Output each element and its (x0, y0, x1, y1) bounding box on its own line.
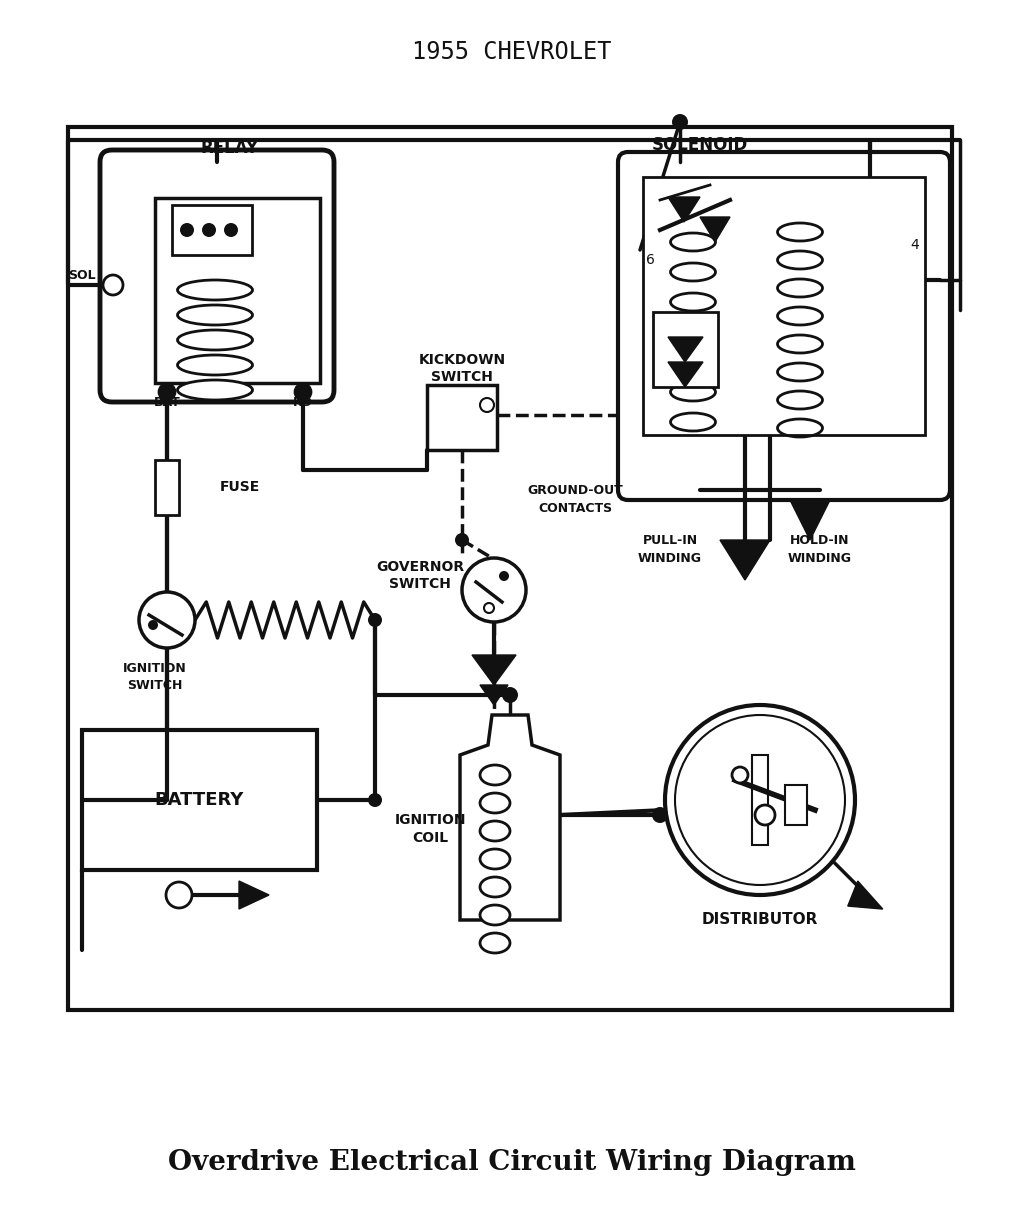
Circle shape (455, 534, 469, 547)
Ellipse shape (480, 905, 510, 926)
FancyBboxPatch shape (100, 150, 334, 402)
Circle shape (224, 223, 238, 237)
Ellipse shape (177, 305, 253, 325)
Bar (155, 198, 321, 383)
Bar (172, 205, 252, 255)
Circle shape (665, 705, 855, 895)
Ellipse shape (480, 821, 510, 841)
Circle shape (368, 792, 382, 807)
Text: 1955 CHEVROLET: 1955 CHEVROLET (413, 40, 611, 63)
Circle shape (755, 805, 775, 825)
Bar (68, 127, 952, 1010)
Ellipse shape (480, 766, 510, 785)
Circle shape (675, 716, 845, 885)
Circle shape (368, 613, 382, 628)
Polygon shape (848, 882, 883, 910)
Text: DISTRIBUTOR: DISTRIBUTOR (701, 912, 818, 928)
Polygon shape (790, 501, 830, 540)
Bar (643, 177, 925, 435)
Text: Overdrive Electrical Circuit Wiring Diagram: Overdrive Electrical Circuit Wiring Diag… (168, 1149, 856, 1177)
Text: BAT: BAT (154, 396, 180, 409)
Text: KD: KD (293, 396, 313, 409)
Text: RELAY: RELAY (201, 139, 259, 158)
Polygon shape (480, 685, 508, 705)
Bar (785, 785, 807, 825)
Text: SOLENOID: SOLENOID (652, 136, 749, 154)
Ellipse shape (480, 792, 510, 813)
Text: WINDING: WINDING (638, 552, 702, 564)
Circle shape (732, 767, 748, 783)
Text: FUSE: FUSE (220, 480, 260, 495)
Text: SOL: SOL (69, 269, 96, 282)
Circle shape (652, 807, 668, 823)
Circle shape (103, 275, 123, 295)
Text: GOVERNOR: GOVERNOR (376, 560, 464, 574)
Bar (82, 730, 317, 871)
Bar (752, 755, 768, 845)
Bar (427, 385, 497, 451)
Polygon shape (460, 716, 560, 919)
Circle shape (480, 398, 494, 411)
Ellipse shape (480, 849, 510, 869)
Polygon shape (668, 337, 703, 361)
Text: IGNITION: IGNITION (394, 813, 466, 827)
Text: GROUND-OUT: GROUND-OUT (527, 484, 623, 497)
Text: SWITCH: SWITCH (127, 679, 182, 691)
Polygon shape (668, 361, 703, 387)
Circle shape (139, 592, 195, 648)
Circle shape (295, 383, 311, 400)
Polygon shape (700, 217, 730, 242)
Circle shape (502, 687, 518, 703)
Polygon shape (668, 197, 700, 222)
Polygon shape (720, 540, 770, 580)
Polygon shape (239, 882, 269, 908)
Text: 4: 4 (910, 238, 920, 252)
Circle shape (462, 558, 526, 621)
Circle shape (148, 620, 158, 630)
Text: BATTERY: BATTERY (155, 791, 244, 810)
Text: PULL-IN: PULL-IN (642, 534, 697, 547)
Circle shape (202, 223, 216, 237)
Text: COIL: COIL (412, 832, 449, 845)
Ellipse shape (480, 877, 510, 897)
Polygon shape (472, 654, 516, 685)
Circle shape (180, 223, 194, 237)
Circle shape (159, 383, 175, 400)
Ellipse shape (177, 330, 253, 350)
Text: SWITCH: SWITCH (431, 370, 493, 383)
Text: CONTACTS: CONTACTS (538, 502, 612, 514)
Ellipse shape (177, 380, 253, 400)
Bar (155, 460, 179, 515)
Ellipse shape (177, 280, 253, 300)
Text: SWITCH: SWITCH (389, 578, 451, 591)
Text: IGNITION: IGNITION (123, 662, 186, 674)
Circle shape (166, 882, 193, 908)
Circle shape (672, 114, 688, 129)
Ellipse shape (177, 355, 253, 375)
Text: 6: 6 (645, 253, 654, 267)
Ellipse shape (480, 933, 510, 954)
Bar (653, 313, 718, 387)
Text: KICKDOWN: KICKDOWN (419, 353, 506, 368)
Text: HOLD-IN: HOLD-IN (791, 534, 850, 547)
FancyBboxPatch shape (618, 151, 950, 501)
Text: WINDING: WINDING (788, 552, 852, 564)
Circle shape (499, 571, 509, 581)
Circle shape (484, 603, 494, 613)
